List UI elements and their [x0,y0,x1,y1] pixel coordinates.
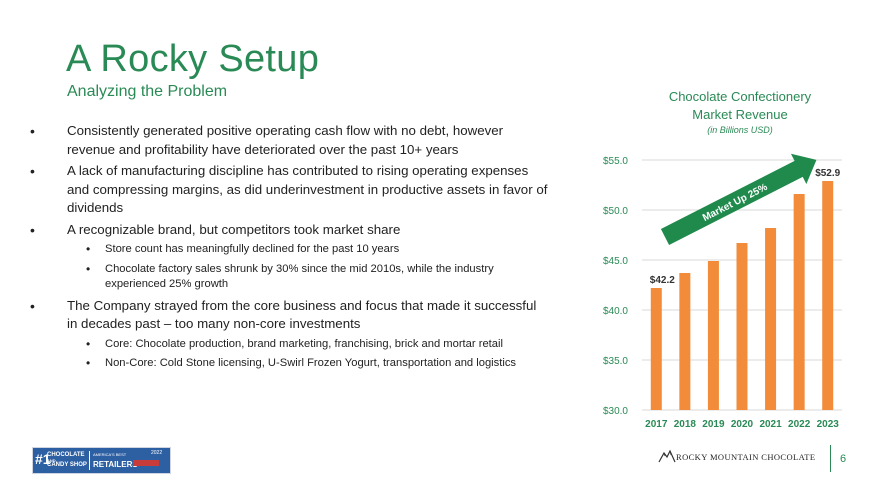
bar [793,194,805,410]
sub-bullet-item: Chocolate factory sales shrunk by 30% si… [30,262,550,293]
page-subtitle: Analyzing the Problem [67,83,228,100]
mountain-logo-icon [658,449,676,463]
chart-title-line1: Chocolate Confectionery [668,89,812,104]
bullet-item: The Company strayed from the core busine… [30,297,550,334]
chart-title: Chocolate Confectionery Market Revenue [640,88,840,124]
award-logo: #1 CHOCOLATE AND CANDY SHOP AMERICA'S BES… [32,447,171,474]
bar [765,228,777,410]
chart-subtitle: (in Billions USD) [707,125,773,135]
data-label-first: $42.2 [650,275,675,286]
sub-bullet-item: Core: Chocolate production, brand market… [30,337,550,353]
y-tick-label: $50.0 [603,206,628,217]
award-line3: AMERICA'S BEST [93,452,127,457]
y-tick-label: $40.0 [603,306,628,317]
y-tick-label: $30.0 [603,406,628,417]
x-tick-label: 2018 [674,419,697,430]
bullet-item: Consistently generated positive operatin… [30,122,550,159]
award-divider [89,451,90,470]
x-tick-label: 2022 [788,419,811,430]
award-line1-text: CHOCOLATE [47,452,85,458]
page-number: 6 [840,453,847,465]
bar [736,243,748,410]
award-line1: CHOCOLATE AND [47,452,85,464]
trend-arrow-shape [660,153,817,246]
bar [679,273,691,410]
y-tick-label: $55.0 [603,156,628,167]
bar [822,181,834,410]
x-tick-label: 2020 [731,419,754,430]
chart-title-line2: Market Revenue [692,107,788,122]
award-year: 2022 [151,450,163,456]
bar [707,261,719,410]
sub-bullet-item: Non-Core: Cold Stone licensing, U-Swirl … [30,356,550,372]
award-badge [133,460,159,466]
x-tick-label: 2019 [702,419,725,430]
y-tick-label: $45.0 [603,256,628,267]
x-tick-label: 2017 [645,419,668,430]
y-tick-label: $35.0 [603,356,628,367]
bar [650,288,662,410]
x-tick-label: 2021 [759,419,782,430]
award-line4: RETAILERS [93,460,138,469]
bullet-item: A recognizable brand, but competitors to… [30,221,550,240]
trend-annotation: Market Up 25% [701,182,769,224]
page-title: A Rocky Setup [66,38,320,80]
revenue-bar-chart: $30.0 $35.0 $40.0 $45.0 $50.0 $55.0 2017 2018 20… [603,153,842,430]
footer-divider [830,445,831,472]
award-rank: #1 [35,451,51,467]
award-line2: CANDY SHOP [47,462,87,468]
brand-name: ROCKY MOUNTAIN CHOCOLATE [676,452,816,462]
data-label-last: $52.9 [815,168,840,179]
bullet-item: A lack of manufacturing discipline has c… [30,162,550,218]
sub-bullet-item: Store count has meaningfully declined fo… [30,242,550,258]
award-line1b-text: AND [47,458,56,463]
x-tick-label: 2023 [817,419,840,430]
bullet-list: Consistently generated positive operatin… [30,122,550,376]
